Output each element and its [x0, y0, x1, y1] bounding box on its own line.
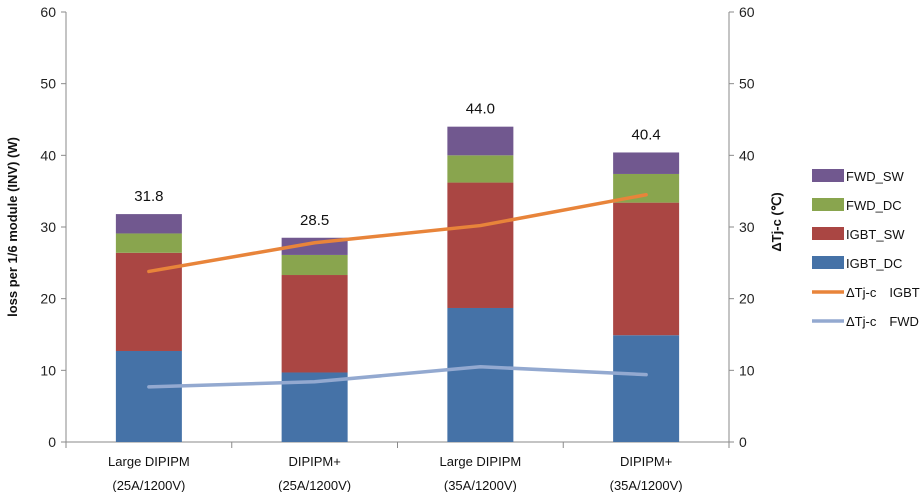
bar-igbt-dc	[447, 307, 514, 442]
left-tick-label: 50	[40, 76, 56, 92]
bar-fwd-sw	[447, 126, 514, 156]
left-tick-label: 30	[40, 219, 56, 235]
y2-axis-label: ΔTj-c (℃)	[769, 192, 784, 251]
legend-label: IGBT_DC	[846, 256, 902, 271]
left-tick-label: 20	[40, 291, 56, 307]
category-label: (25A/1200V)	[278, 478, 351, 492]
bars	[115, 126, 680, 442]
total-label: 28.5	[300, 212, 329, 229]
lines	[147, 193, 648, 389]
line-dtj-igbt	[147, 193, 648, 274]
legend-label: FWD_DC	[846, 198, 902, 213]
right-tick-label: 60	[739, 4, 755, 20]
category-label: (35A/1200V)	[610, 478, 683, 492]
bar-fwd-dc	[115, 233, 182, 253]
x-axis: Large DIPIPM (25A/1200V) DIPIPM+ (25A/1200V…	[65, 442, 730, 492]
right-tick-label: 40	[739, 147, 755, 163]
legend-label: IGBT_SW	[846, 227, 905, 242]
category-label: Large DIPIPM	[440, 454, 522, 469]
left-tick-label: 0	[48, 434, 56, 450]
line-dtj-fwd	[147, 365, 648, 389]
legend-swatch-igbt-sw	[812, 227, 844, 240]
bar-igbt-dc	[115, 350, 182, 442]
bar-fwd-dc	[281, 254, 348, 276]
category-label: (25A/1200V)	[112, 478, 185, 492]
total-label: 44.0	[466, 101, 495, 118]
legend-swatch-fwd-dc	[812, 198, 844, 211]
right-tick-label: 30	[739, 219, 755, 235]
bar-fwd-sw	[613, 152, 680, 174]
right-tick-label: 50	[739, 76, 755, 92]
legend-label: ΔTj-c IGBT	[846, 285, 920, 300]
bar-igbt-sw	[447, 182, 514, 308]
legend-label: ΔTj-c FWD	[846, 314, 919, 329]
total-label: 31.8	[134, 188, 163, 205]
right-tick-label: 10	[739, 362, 755, 378]
category-label: DIPIPM+	[620, 454, 672, 469]
left-tick-label: 40	[40, 147, 56, 163]
right-tick-label: 20	[739, 291, 755, 307]
category-label: (35A/1200V)	[444, 478, 517, 492]
total-label: 40.4	[632, 126, 661, 143]
bar-fwd-dc	[447, 155, 514, 183]
category-label: DIPIPM+	[288, 454, 340, 469]
right-axis: 0 10 20 30 40 50 60	[729, 4, 755, 450]
legend-swatch-igbt-dc	[812, 256, 844, 269]
bar-fwd-sw	[115, 214, 182, 234]
y-axis-label: loss per 1/6 module (INV) (W)	[5, 137, 20, 317]
bar-igbt-sw	[613, 202, 680, 336]
legend-swatch-fwd-sw	[812, 169, 844, 182]
right-tick-label: 0	[739, 434, 747, 450]
left-tick-label: 10	[40, 362, 56, 378]
legend-label: FWD_SW	[846, 169, 905, 184]
left-tick-label: 60	[40, 4, 56, 20]
category-label: Large DIPIPM	[108, 454, 190, 469]
legend: FWD_SW FWD_DC IGBT_SW IGBT_DC ΔTj-c IGBT ΔTj-…	[812, 169, 920, 329]
bar-igbt-sw	[281, 275, 348, 373]
total-labels: 31.8 28.5 44.0 40.4	[134, 101, 660, 229]
bar-igbt-dc	[613, 335, 680, 442]
left-axis: 0 10 20 30 40 50 60	[40, 4, 66, 450]
